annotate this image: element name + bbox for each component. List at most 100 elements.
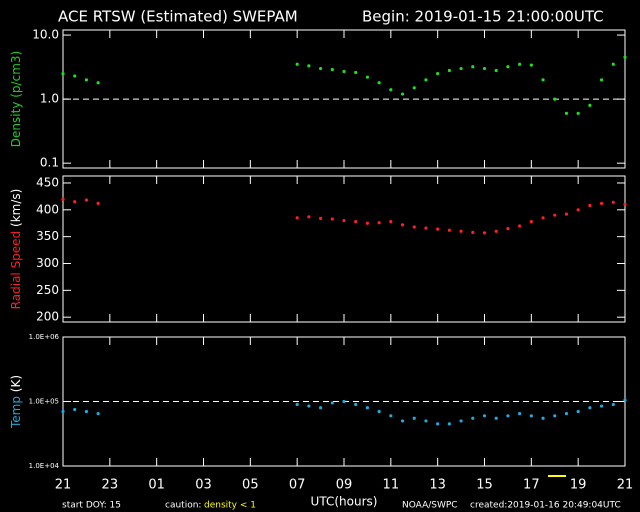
x-tick-label: 19 bbox=[570, 478, 587, 493]
data-point bbox=[447, 68, 451, 73]
data-point bbox=[482, 66, 487, 71]
y-tick-label: 1.0E+05 bbox=[29, 398, 59, 406]
data-point bbox=[424, 78, 428, 82]
data-point bbox=[389, 414, 393, 418]
data-point bbox=[471, 230, 475, 234]
data-point bbox=[330, 217, 334, 221]
x-tick-label: 11 bbox=[383, 478, 400, 493]
data-point bbox=[436, 72, 440, 76]
x-tick-label: 01 bbox=[148, 478, 165, 493]
data-point bbox=[295, 62, 299, 66]
data-point bbox=[342, 69, 346, 74]
data-point bbox=[84, 78, 89, 82]
data-point bbox=[588, 103, 592, 107]
y-label-name: Density bbox=[9, 102, 23, 148]
data-point bbox=[436, 227, 440, 231]
data-point bbox=[623, 202, 627, 207]
data-point bbox=[73, 74, 77, 78]
y-tick-label: 400 bbox=[36, 202, 59, 216]
data-point bbox=[459, 229, 463, 233]
data-point bbox=[342, 399, 346, 404]
data-point bbox=[518, 224, 522, 228]
data-point bbox=[564, 411, 569, 416]
data-point bbox=[553, 213, 557, 217]
data-point bbox=[518, 411, 522, 416]
data-point bbox=[494, 229, 498, 233]
y-tick-label: 250 bbox=[36, 283, 59, 297]
y-tick-label: 300 bbox=[36, 256, 59, 270]
y-tick-label: 10.0 bbox=[32, 28, 59, 42]
caution-note: density < 1 bbox=[204, 501, 256, 511]
data-point bbox=[447, 228, 451, 232]
data-point bbox=[365, 75, 370, 79]
data-point bbox=[436, 422, 440, 426]
data-point bbox=[412, 86, 416, 90]
start-doy: start DOY: 15 bbox=[62, 501, 121, 511]
data-point bbox=[295, 402, 299, 407]
data-point bbox=[553, 97, 557, 101]
data-point bbox=[342, 218, 346, 223]
data-point bbox=[506, 414, 510, 418]
data-point bbox=[471, 65, 475, 69]
data-point bbox=[611, 62, 615, 66]
data-point bbox=[541, 416, 545, 420]
data-point bbox=[96, 411, 100, 416]
data-point bbox=[576, 208, 580, 212]
data-point bbox=[576, 409, 580, 414]
data-point bbox=[529, 220, 533, 224]
data-point bbox=[518, 62, 522, 66]
data-point bbox=[482, 231, 487, 235]
data-point bbox=[377, 221, 381, 225]
y-tick-label: 200 bbox=[36, 310, 59, 324]
data-point bbox=[365, 406, 370, 410]
data-point bbox=[354, 70, 358, 75]
data-point bbox=[307, 215, 311, 219]
data-point bbox=[354, 402, 358, 407]
data-point bbox=[330, 67, 334, 72]
y-label-unit: (K) bbox=[9, 375, 23, 392]
y-tick-label: 0.1 bbox=[40, 156, 59, 170]
y-axis-label: Temp (K) bbox=[9, 375, 23, 429]
y-tick-label: 1.0 bbox=[40, 92, 59, 106]
data-point bbox=[506, 65, 510, 69]
y-tick-label: 450 bbox=[36, 175, 59, 189]
x-axis-label: UTC(hours) bbox=[311, 495, 378, 509]
y-label-name: Temp bbox=[9, 396, 23, 429]
data-point bbox=[541, 216, 545, 220]
data-point bbox=[295, 216, 299, 220]
x-tick-label: 23 bbox=[102, 478, 119, 493]
data-point bbox=[412, 225, 416, 229]
x-tick-label: 09 bbox=[336, 478, 353, 493]
data-point bbox=[611, 402, 615, 407]
data-point bbox=[623, 398, 627, 402]
y-tick-label: 1.0E+04 bbox=[29, 462, 60, 470]
y-tick-label: 1.0E+06 bbox=[29, 333, 60, 341]
y-axis-label: Density (p/cm3) bbox=[9, 51, 23, 147]
data-point bbox=[506, 227, 510, 231]
data-point bbox=[588, 203, 592, 208]
chart-title: ACE RTSW (Estimated) SWEPAM bbox=[58, 8, 298, 26]
data-point bbox=[318, 216, 323, 221]
data-point bbox=[96, 81, 100, 85]
data-point bbox=[471, 416, 475, 420]
data-point bbox=[553, 414, 557, 418]
data-point bbox=[459, 419, 463, 423]
data-point bbox=[564, 212, 569, 216]
data-point bbox=[599, 404, 604, 408]
x-tick-label: 05 bbox=[242, 478, 259, 493]
x-tick-label: 21 bbox=[617, 478, 634, 493]
data-point bbox=[377, 81, 381, 85]
data-point bbox=[424, 226, 428, 230]
data-point bbox=[412, 416, 416, 420]
data-point bbox=[541, 78, 545, 82]
data-point bbox=[61, 197, 65, 201]
data-point bbox=[61, 72, 65, 76]
data-point bbox=[330, 401, 334, 405]
data-point bbox=[318, 66, 323, 71]
panel-frame bbox=[62, 175, 626, 323]
data-point bbox=[318, 406, 323, 410]
data-point bbox=[529, 414, 533, 418]
data-point bbox=[389, 220, 393, 224]
data-point bbox=[623, 55, 627, 59]
